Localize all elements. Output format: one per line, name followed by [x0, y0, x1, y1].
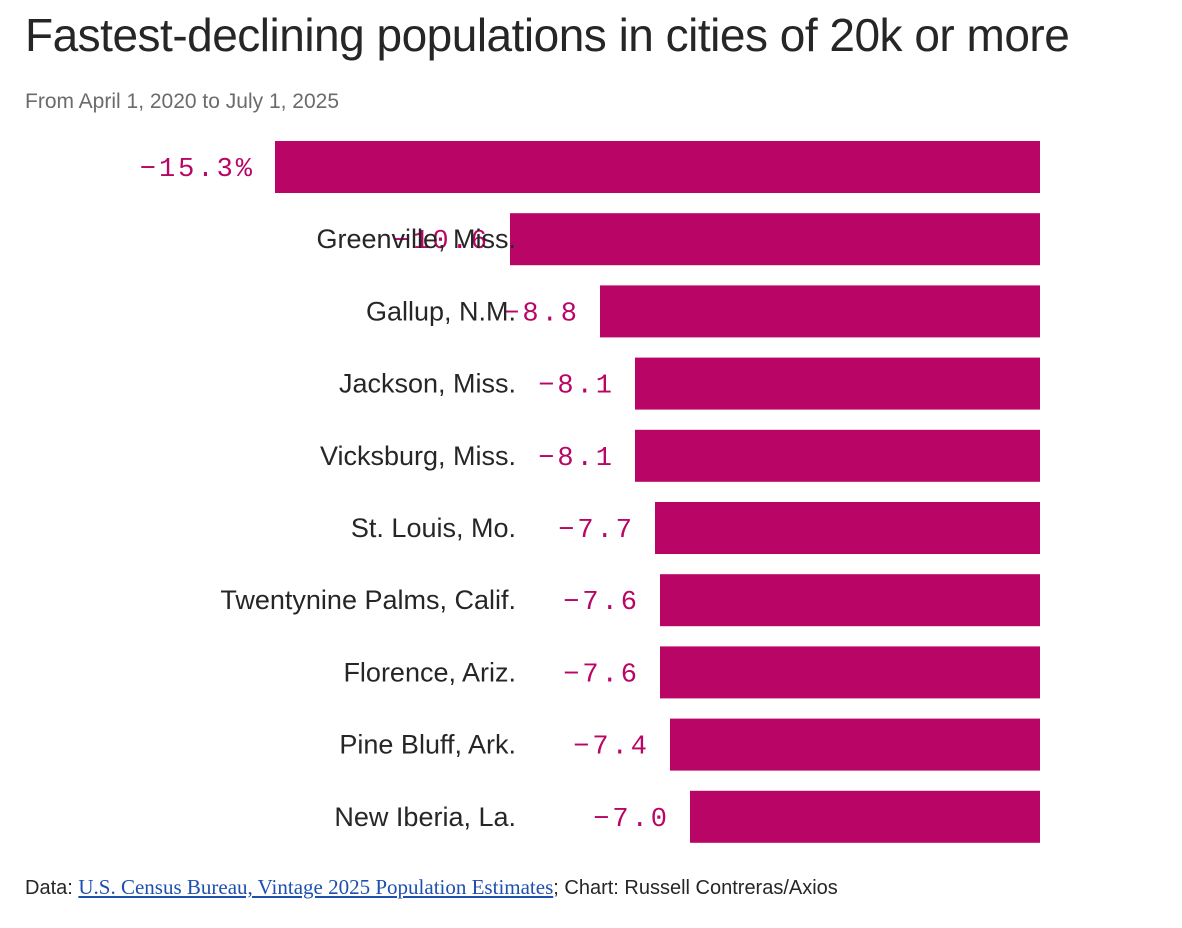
value-label: −7.0: [593, 805, 670, 835]
value-label: −15.3%: [140, 155, 255, 185]
category-label: St. Louis, Mo.: [351, 513, 516, 543]
value-label: −8.8: [503, 299, 580, 329]
bar: [690, 790, 1040, 843]
value-label: −7.7: [558, 516, 635, 546]
category-label: Twentynine Palms, Calif.: [220, 585, 516, 615]
bar: [600, 285, 1040, 338]
value-label: −7.6: [563, 660, 640, 690]
bar: [275, 141, 1040, 193]
bar: [660, 646, 1040, 699]
chart-title: Fastest-declining populations in cities …: [25, 9, 1070, 61]
category-label: Greenville, Miss.: [316, 224, 516, 254]
bar: [635, 429, 1040, 482]
category-label: New Iberia, La.: [334, 802, 516, 832]
value-label: −7.4: [573, 733, 650, 763]
bar: [635, 357, 1040, 410]
category-label: Gallup, N.M.: [366, 296, 516, 326]
category-label: Florence, Ariz.: [343, 657, 516, 687]
value-label: −7.6: [563, 588, 640, 618]
chart-subtitle: From April 1, 2020 to July 1, 2025: [25, 90, 340, 113]
bar: [510, 213, 1040, 266]
chart-credit: ; Chart: Russell Contreras/Axios: [553, 877, 838, 899]
value-label: −10.6: [394, 227, 490, 257]
value-label: −8.1: [538, 372, 615, 402]
source-link[interactable]: U.S. Census Bureau, Vintage 2025 Populat…: [78, 875, 554, 899]
category-label: Vicksburg, Miss.: [320, 441, 516, 471]
bar: [660, 574, 1040, 627]
category-label: Jackson, Miss.: [339, 369, 516, 399]
bar: [670, 718, 1040, 771]
chart-footer: Data: U.S. Census Bureau, Vintage 2025 P…: [25, 875, 838, 900]
category-label: Pine Bluff, Ark.: [339, 730, 516, 760]
data-prefix: Data:: [25, 877, 79, 899]
bar: [655, 502, 1040, 554]
value-label: −8.1: [538, 444, 615, 474]
